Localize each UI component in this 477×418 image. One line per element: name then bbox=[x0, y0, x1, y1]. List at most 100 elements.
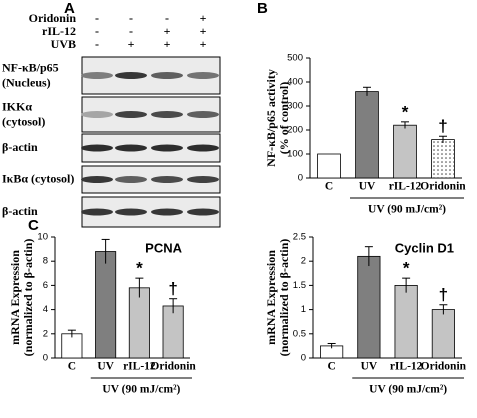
y-tick-label: 400 bbox=[287, 77, 303, 88]
x-tick-label: C bbox=[325, 181, 333, 193]
row-label: NF-κB/p65 bbox=[2, 60, 59, 74]
panel-label: A bbox=[64, 0, 75, 17]
x-tick-label: rIL-12 bbox=[123, 361, 156, 373]
treatment-sign: + bbox=[164, 37, 171, 51]
bar bbox=[394, 284, 418, 359]
error-bar bbox=[401, 121, 409, 129]
blot-band bbox=[151, 144, 183, 152]
significance-marker: † bbox=[439, 285, 448, 304]
error-bar bbox=[439, 135, 447, 143]
bar bbox=[95, 251, 117, 359]
treatment-sign: - bbox=[95, 11, 99, 25]
error-bar bbox=[67, 329, 76, 338]
bar bbox=[357, 255, 381, 359]
x-tick-label: C bbox=[68, 361, 76, 373]
y-tick-label: 2 bbox=[301, 256, 306, 267]
treatment-sign: + bbox=[128, 37, 135, 51]
y-tick-label: 500 bbox=[287, 53, 303, 64]
blot-band bbox=[151, 72, 183, 79]
group-label: UV (90 mJ/cm²) bbox=[369, 384, 447, 396]
y-tick-label: 1.5 bbox=[293, 280, 306, 291]
blot-band bbox=[115, 176, 147, 183]
error-bar bbox=[169, 298, 178, 314]
blot-band bbox=[187, 176, 219, 183]
treatment-sign: + bbox=[164, 24, 171, 38]
blot-band bbox=[187, 208, 219, 216]
y-tick-label: 0 bbox=[301, 353, 306, 364]
treatment-sign: - bbox=[129, 11, 133, 25]
y-tick-label: 100 bbox=[287, 149, 303, 160]
treatment-sign: + bbox=[200, 11, 207, 25]
significance-marker: * bbox=[136, 259, 143, 278]
significance-marker: † bbox=[438, 117, 447, 136]
blot-band bbox=[81, 144, 113, 152]
y-axis-label: (normalized to β-actin) bbox=[277, 239, 291, 357]
blot-band bbox=[151, 176, 183, 183]
treatment-sign: + bbox=[200, 24, 207, 38]
error-bar bbox=[363, 86, 371, 96]
treatment-sign: - bbox=[95, 37, 99, 51]
bar bbox=[393, 124, 417, 179]
x-tick-label: UV bbox=[359, 181, 376, 193]
y-axis-label: NF-κB/p65 activity bbox=[264, 69, 278, 167]
y-axis-label: (% of control) bbox=[277, 82, 291, 154]
bar bbox=[162, 305, 184, 359]
row-sublabel: (Nucleus) bbox=[2, 75, 51, 89]
x-tick-label: UV bbox=[361, 361, 378, 373]
x-tick-label: UV bbox=[97, 361, 114, 373]
treatment-sign: - bbox=[165, 11, 169, 25]
x-tick-label: Oridonin bbox=[421, 361, 467, 373]
row-label: β-actin bbox=[2, 204, 38, 218]
blot-band bbox=[151, 208, 183, 216]
x-tick-label: Oridonin bbox=[150, 361, 196, 373]
bar bbox=[355, 91, 379, 179]
y-axis-label: mRNA Expression bbox=[8, 250, 22, 345]
blot-band bbox=[187, 144, 219, 152]
x-tick-label: C bbox=[327, 361, 335, 373]
y-tick-label: 0.5 bbox=[293, 328, 306, 339]
y-tick-label: 10 bbox=[37, 232, 48, 243]
blot-band bbox=[115, 72, 147, 79]
y-tick-label: 6 bbox=[43, 280, 48, 291]
chart-title: PCNA bbox=[145, 240, 182, 255]
y-tick-label: 200 bbox=[287, 125, 303, 136]
y-tick-label: 1 bbox=[301, 304, 306, 315]
row-label: IκBα (cytosol) bbox=[2, 171, 74, 185]
error-bar bbox=[364, 246, 373, 267]
treatment-sign: + bbox=[200, 37, 207, 51]
blot-band bbox=[81, 72, 113, 79]
y-tick-label: 300 bbox=[287, 101, 303, 112]
bar bbox=[431, 139, 455, 179]
error-bar bbox=[439, 304, 448, 315]
group-label: UV (90 mJ/cm²) bbox=[102, 384, 180, 396]
x-tick-label: Oridonin bbox=[420, 181, 466, 193]
y-tick-label: 0 bbox=[298, 173, 303, 184]
blot-band bbox=[187, 111, 219, 118]
blot-band bbox=[81, 208, 113, 216]
y-tick-label: 8 bbox=[43, 256, 48, 267]
y-axis-label: mRNA Expression bbox=[264, 250, 278, 345]
error-bar bbox=[135, 277, 144, 298]
y-axis-label: (normalized to β-actin) bbox=[21, 239, 35, 357]
panel-label: B bbox=[257, 0, 268, 17]
blot-band bbox=[115, 208, 147, 216]
x-tick-label: rIL-12 bbox=[390, 361, 423, 373]
chart-title: Cyclin D1 bbox=[395, 240, 454, 255]
blot-band bbox=[115, 144, 147, 152]
bar bbox=[431, 309, 455, 359]
error-bar bbox=[327, 342, 336, 349]
panel-label: C bbox=[28, 217, 39, 234]
blot-band bbox=[187, 72, 219, 79]
bar bbox=[128, 287, 150, 359]
row-label: IKKα bbox=[2, 99, 32, 113]
significance-marker: * bbox=[403, 259, 410, 278]
significance-marker: † bbox=[168, 279, 177, 298]
x-tick-label: rIL-12 bbox=[389, 181, 422, 193]
bar bbox=[317, 153, 341, 179]
treatment-label: rIL-12 bbox=[42, 24, 76, 38]
significance-marker: * bbox=[402, 102, 409, 121]
blot-band bbox=[115, 111, 147, 118]
treatment-label: Oridonin bbox=[29, 11, 77, 25]
blot-band bbox=[151, 111, 183, 118]
